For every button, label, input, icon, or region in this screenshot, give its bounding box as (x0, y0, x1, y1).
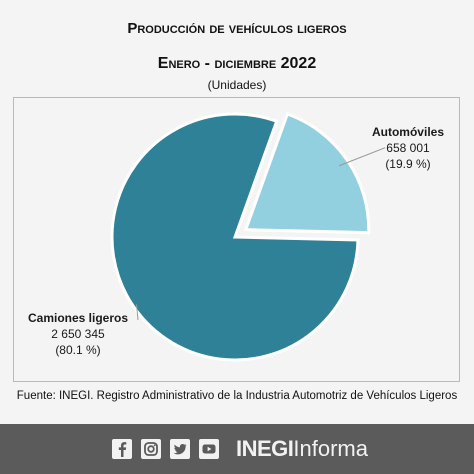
slice-percent: (80.1 %) (55, 343, 100, 357)
slice-percent: (19.9 %) (385, 157, 430, 171)
leader-line (136, 304, 139, 321)
slice-value: 2 650 345 (51, 327, 105, 341)
slice-label: Automóviles (372, 125, 444, 139)
source-note: Fuente: INEGI. Registro Administrativo d… (16, 390, 458, 402)
slice-label: Camiones ligeros (28, 311, 128, 325)
chart-card: Producción de vehículos ligeros Enero - … (13, 20, 460, 402)
youtube-icon[interactable] (199, 439, 219, 459)
pie-chart: Automóviles 658 001 (19.9 %) Camiones liger… (28, 112, 444, 362)
twitter-icon[interactable] (170, 439, 190, 459)
inegi-informa-brand: INEGIInforma (236, 436, 368, 461)
units-note: (Unidades) (207, 78, 267, 92)
footer-bar: INEGIInforma (0, 424, 474, 474)
leader-line (338, 147, 386, 167)
instagram-icon[interactable] (141, 439, 161, 459)
slice-value: 658 001 (386, 141, 430, 155)
pie-slice-camiones-ligeros (110, 112, 360, 362)
chart-subtitle: Enero - diciembre 2022 (157, 55, 317, 72)
facebook-icon[interactable] (112, 439, 132, 459)
chart-title: Producción de vehículos ligeros (127, 20, 347, 37)
pie-slice-automóviles (243, 112, 371, 235)
